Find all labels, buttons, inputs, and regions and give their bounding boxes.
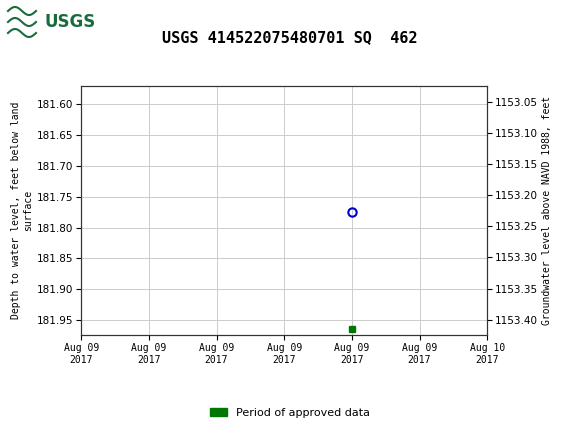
Y-axis label: Groundwater level above NAVD 1988, feet: Groundwater level above NAVD 1988, feet	[542, 96, 552, 325]
Text: USGS 414522075480701 SQ  462: USGS 414522075480701 SQ 462	[162, 30, 418, 45]
Legend: Period of approved data: Period of approved data	[206, 403, 374, 422]
Text: USGS: USGS	[44, 13, 95, 31]
Y-axis label: Depth to water level, feet below land
surface: Depth to water level, feet below land su…	[11, 102, 33, 319]
Bar	[5, 3, 80, 40]
